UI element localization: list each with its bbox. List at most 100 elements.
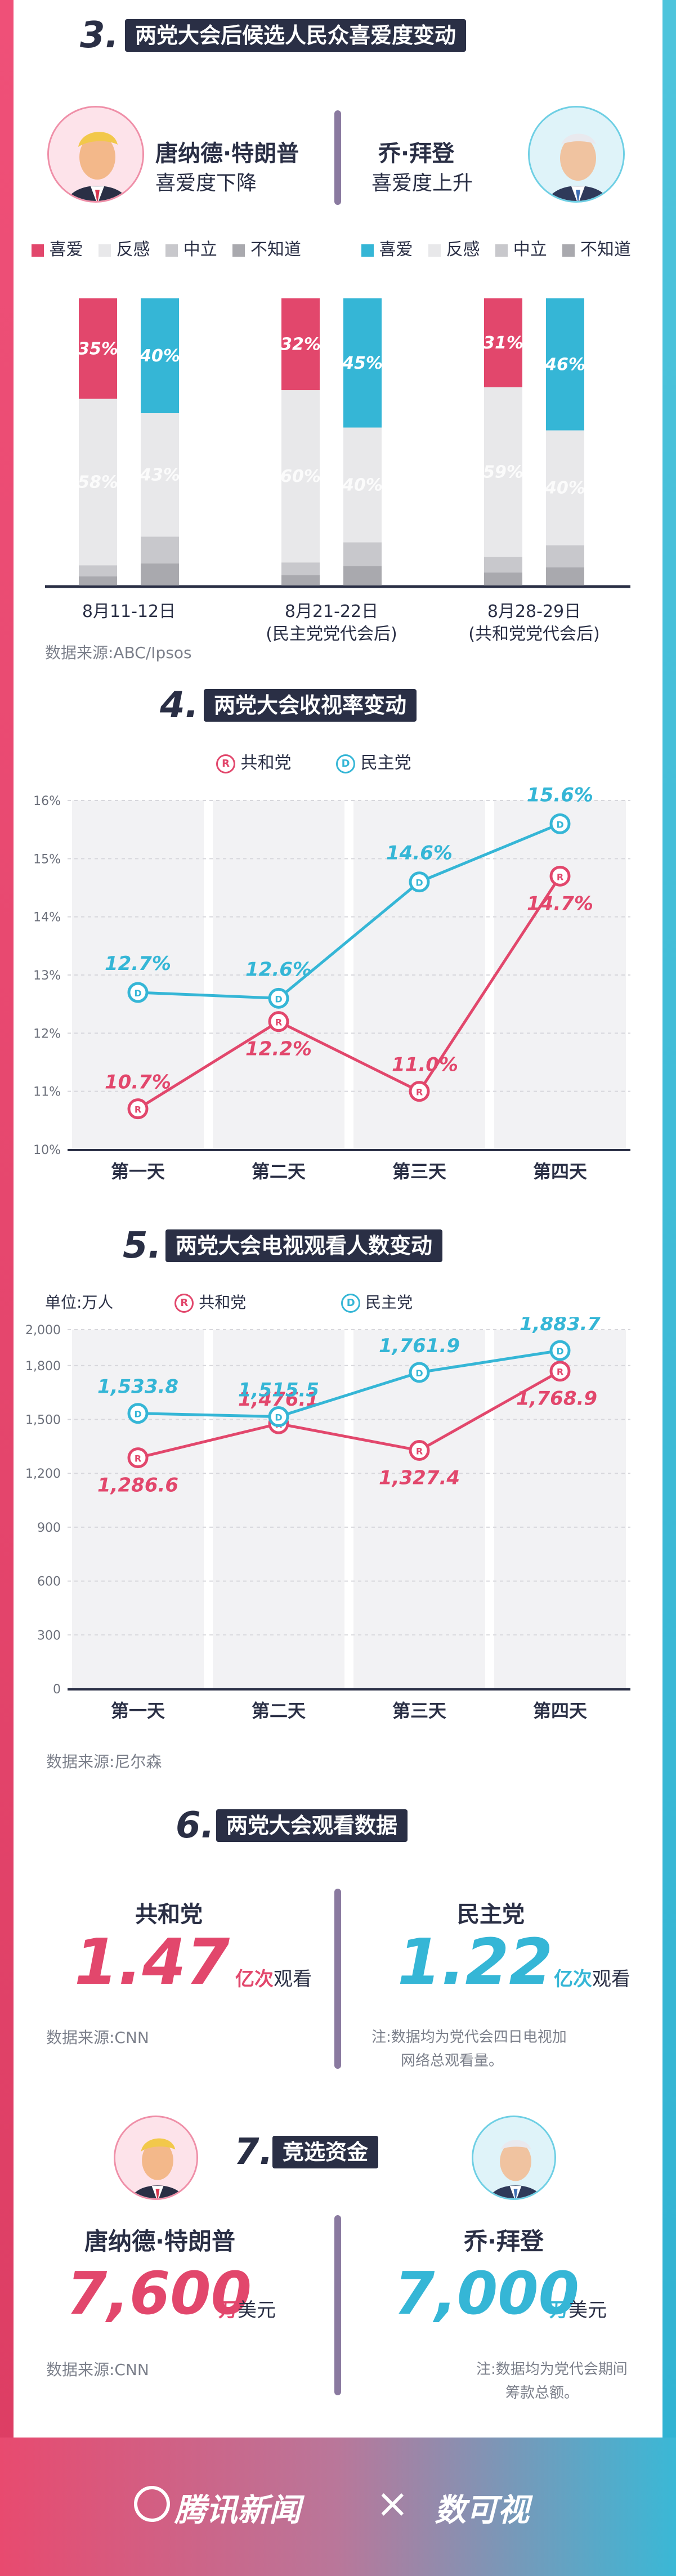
dem-views-unit-suffix: 观看 [592,1968,630,1991]
dem-value-label: 12.7% [105,952,171,975]
trump-avatar-icon [49,108,142,201]
legend-label: 喜爱 [49,240,83,260]
legend-swatch-unknown [562,244,575,257]
trump-funds-name: 唐纳德·特朗普 [84,2228,235,2255]
legend-swatch-dislike [428,244,441,257]
column-band [213,1330,344,1689]
legend-label: 不知道 [250,240,301,260]
neutral-segment [281,562,320,575]
like-value-label: 31% [483,333,523,353]
section-7-title: 7. 竞选资金 [0,2128,676,2176]
rep-value-label: 1,768.9 [516,1388,597,1410]
category-label: 8月21-22日 [285,602,378,621]
section-7-source: 数据来源:CNN [46,2360,149,2379]
section-5-title: 5. 两党大会电视观看人数变动 [0,1222,676,1270]
y-tick-label: 15% [33,852,61,866]
unknown-segment [484,573,522,585]
biden-funds-value: 7,000 [394,2259,579,2328]
like-value-label: 45% [342,354,383,373]
dem-point-glyph: D [275,994,282,1004]
rep-value-label: 11.0% [392,1054,458,1076]
legend-label: 中立 [183,240,217,260]
rep-views-unit-suffix: 观看 [274,1968,312,1991]
rep-legend-icon: R [216,754,235,773]
trump-funds-unit: 万美元 [218,2295,276,2322]
biden-portrait-small [472,2116,556,2200]
dem-value-label: 14.6% [386,842,453,865]
rep-data-point [409,1081,430,1102]
biden-name: 乔·拜登 [378,141,455,167]
rep-value-label: 14.7% [527,892,593,915]
section-3-number: 3. [80,15,119,56]
footer-partner: 数可视 [435,2492,529,2529]
ratings-line-chart: 10% 11% 12% 13% 14% 15% 16% 第一天 第二天 第三天 第四天 R 10.7% R… [33,784,630,1182]
rep-data-point [409,1440,430,1461]
dem-point-glyph: D [556,1346,563,1357]
dislike-segment [141,413,179,537]
dem-value-label: 1,515.5 [238,1379,319,1402]
dem-point-glyph: D [134,1409,141,1420]
unit-label: 单位:万人 [45,1293,114,1312]
right-edge-strip [662,0,676,2576]
category-sublabel: (共和党党代会后) [468,624,599,644]
section-3-heading: 两党大会后候选人民众喜爱度变动 [125,19,467,52]
dem-data-point [127,982,149,1003]
dislike-value-label: 60% [280,467,321,486]
x-category-label: 第三天 [392,1161,446,1182]
favorability-bar-chart: 35% 58% 40% 43% 8月11-12日 32% 60% 45% 40% 8月21-22日… [45,298,630,644]
section-3-divider [334,110,341,205]
dem-point-glyph: D [415,1368,423,1379]
x-category-label: 第一天 [111,1161,165,1182]
y-tick-label: 1,800 [25,1359,61,1374]
column-band [494,1330,626,1689]
rep-point-glyph: R [557,871,563,882]
dem-point-glyph: D [134,988,141,999]
y-tick-label: 13% [33,969,61,983]
dem-point-glyph: D [415,878,423,888]
rep-point-glyph: R [557,1367,563,1378]
legend-trump: 喜爱 反感 中立 不知道 [32,235,301,260]
neutral-segment [141,536,179,564]
unknown-segment [141,563,179,585]
footer-times-icon: × [376,2480,409,2526]
x-category-label: 第四天 [533,1700,587,1721]
neutral-segment [546,545,584,567]
dislike-value-label: 40% [342,476,383,495]
biden-avatar-icon [530,108,623,201]
y-tick-label: 1,200 [25,1467,61,1481]
rep-series-line [137,875,562,1110]
like-segment [546,298,584,431]
neutral-segment [79,565,117,576]
category-sublabel: (民主党党代会后) [266,624,397,644]
dem-value-label: 12.6% [245,958,312,981]
y-tick-label: 900 [37,1521,61,1535]
like-value-label: 35% [78,339,118,359]
dem-data-point [409,871,430,893]
trump-funds-unit-main: 万 [218,2299,238,2322]
dem-views-label: 民主党 [457,1902,525,1927]
rep-point-glyph: R [416,1087,423,1098]
section-6-title: 6. 两党大会观看数据 [0,1801,676,1850]
legend-swatch-like [32,244,44,257]
dem-legend-label: 民主党 [365,1293,413,1312]
section-7-note-line1: 注:数据均为党代会期间 [476,2361,628,2378]
unknown-segment [546,567,584,585]
footer-brand: 腾讯新闻 [174,2492,301,2529]
category-label: 8月28-29日 [487,602,581,621]
dem-point-glyph: D [275,1412,282,1423]
rep-point-glyph: R [135,1454,141,1464]
dem-point-glyph: D [556,819,563,830]
rep-data-point [268,1011,289,1032]
y-tick-label: 10% [33,1143,61,1157]
section-4-heading: 两党大会收视率变动 [204,689,417,722]
rep-data-point [549,865,571,887]
section-6-divider [334,1889,341,2069]
y-tick-label: 0 [53,1683,61,1697]
rep-value-label: 12.2% [245,1038,312,1061]
biden-sub: 喜爱度上升 [371,172,473,195]
like-segment [79,298,117,399]
section-7-number: 7. [234,2131,273,2173]
section-4-legend: R 共和党 D 民主党 [216,749,411,773]
rep-value-label: 1,286.6 [97,1474,178,1497]
rep-data-point [127,1098,149,1120]
